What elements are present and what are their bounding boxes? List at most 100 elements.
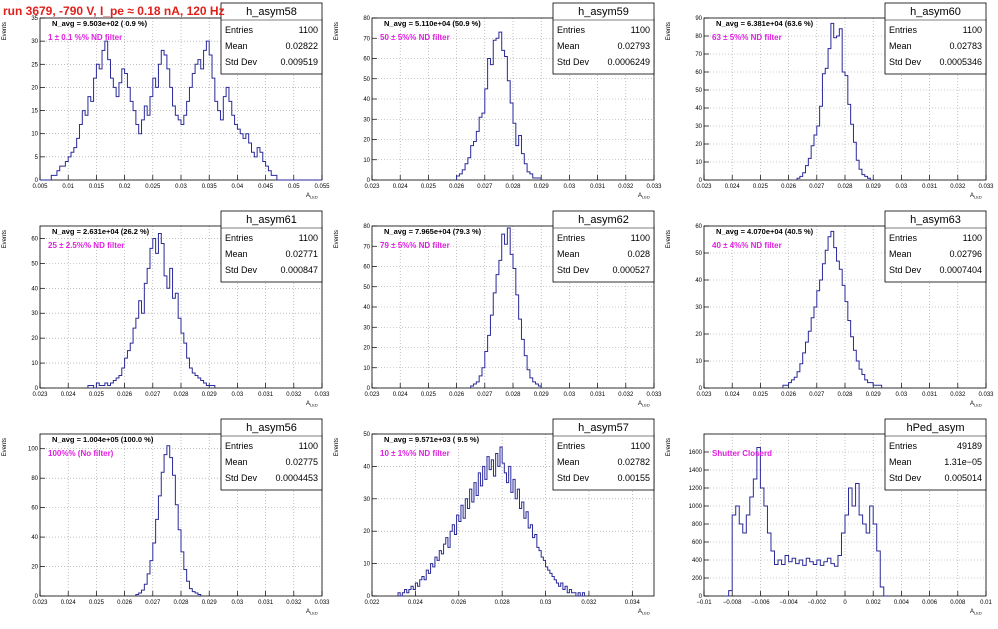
x-tick-label: 0 — [843, 600, 847, 606]
y-tick-label: 0 — [35, 178, 39, 184]
x-tick-label: 0.031 — [922, 184, 938, 190]
x-tick-label: 0.045 — [258, 184, 274, 190]
stats-box — [884, 418, 987, 491]
x-tick-label: 0.031 — [590, 184, 606, 190]
stat-value: 0.02796 — [949, 249, 982, 259]
y-tick-label: 20 — [31, 85, 38, 91]
stat-value: 1100 — [963, 233, 982, 243]
x-tick-label: 0.027 — [809, 392, 825, 398]
x-axis-label: ALED — [638, 401, 650, 408]
x-tick-label: 0.023 — [696, 392, 712, 398]
x-tick-label: 0.03 — [232, 392, 244, 398]
y-tick-label: 40 — [31, 286, 38, 292]
stat-value: 0.000527 — [612, 265, 650, 275]
stats-box — [552, 418, 655, 491]
x-tick-label: 0.005 — [32, 184, 48, 190]
x-tick-label: 0.032 — [286, 392, 302, 398]
histogram-line — [87, 232, 216, 389]
stat-value: 0.000847 — [280, 265, 318, 275]
x-tick-label: 0.027 — [477, 392, 493, 398]
canvas-title: run 3679, -790 V, I_pe ≈ 0.18 nA, 120 Hz — [3, 4, 225, 18]
stat-label: Std Dev — [889, 57, 922, 67]
navg-text: N_avg = 5.110e+04 (50.9 %) — [384, 19, 481, 28]
y-tick-label: 80 — [363, 16, 370, 22]
histogram-panel-h_asym56: 0.023 0.024 0.025 0.026 0.027 0.028 0.029 0.03 0… — [0, 416, 332, 624]
x-tick-label: 0.032 — [286, 600, 302, 606]
x-tick-label: 0.04 — [232, 184, 244, 190]
x-tick-label: 0.025 — [145, 184, 161, 190]
y-tick-label: 30 — [695, 305, 702, 311]
stats-box — [552, 2, 655, 75]
x-tick-label: 0.033 — [646, 392, 662, 398]
y-tick-label: 20 — [363, 138, 370, 144]
y-tick-label: 20 — [695, 332, 702, 338]
histogram-name: h_asym58 — [246, 6, 297, 18]
y-tick-label: 10 — [31, 361, 38, 367]
navg-text: N_avg = 2.631e+04 (26.2 %) — [52, 227, 150, 236]
histogram-svg: 0.023 0.024 0.025 0.026 0.027 0.028 0.029 0.03 0… — [2, 210, 330, 408]
stat-value: 1100 — [631, 25, 650, 35]
x-tick-label: 0.055 — [314, 184, 330, 190]
y-tick-label: 600 — [692, 540, 703, 546]
y-tick-label: 40 — [363, 305, 370, 311]
x-axis-label: ALED — [306, 401, 318, 408]
y-tick-label: 60 — [695, 70, 702, 76]
stats-box — [220, 2, 323, 75]
x-tick-label: 0.008 — [950, 600, 966, 606]
x-tick-label: 0.025 — [421, 184, 437, 190]
x-tick-label: 0.026 — [117, 392, 133, 398]
x-tick-label: 0.03 — [564, 392, 576, 398]
y-axis-label: Events — [2, 438, 8, 456]
histogram-line — [725, 447, 888, 597]
stat-value: 1.31e−05 — [944, 457, 982, 467]
x-tick-label: 0.028 — [505, 184, 521, 190]
stat-value: 0.0007404 — [939, 265, 982, 275]
y-tick-label: 800 — [692, 522, 703, 528]
x-tick-label: 0.031 — [258, 392, 274, 398]
x-tick-label: 0.023 — [32, 392, 48, 398]
stat-value: 0.00155 — [617, 473, 650, 483]
x-tick-label: 0.026 — [781, 184, 797, 190]
stat-value: 1100 — [631, 441, 650, 451]
y-tick-label: 30 — [363, 325, 370, 331]
navg-text: N_avg = 9.571e+03 ( 9.5 %) — [384, 435, 480, 444]
histogram-line — [456, 31, 542, 180]
filter-annotation: 100%% (No filter) — [48, 449, 114, 458]
x-tick-label: 0.03 — [540, 600, 552, 606]
x-axis-label-sub: LED — [642, 195, 650, 200]
stat-value: 1100 — [963, 25, 982, 35]
y-tick-label: 50 — [695, 88, 702, 94]
stat-label: Std Dev — [557, 473, 590, 483]
x-tick-label: −0.002 — [808, 600, 827, 606]
x-tick-label: 0.031 — [590, 392, 606, 398]
y-tick-label: 70 — [363, 244, 370, 250]
stat-value: 0.02771 — [285, 249, 318, 259]
stats-box — [220, 418, 323, 491]
stat-value: 49189 — [957, 441, 982, 451]
x-tick-label: 0.027 — [477, 184, 493, 190]
stat-label: Std Dev — [225, 57, 258, 67]
x-tick-label: 0.029 — [534, 392, 550, 398]
stat-label: Mean — [225, 457, 248, 467]
stat-label: Mean — [889, 249, 912, 259]
x-tick-label: 0.027 — [145, 600, 161, 606]
y-tick-label: 1400 — [689, 468, 703, 474]
x-tick-label: 0.033 — [314, 392, 330, 398]
x-axis-label: ALED — [638, 609, 650, 616]
stat-label: Std Dev — [225, 265, 258, 275]
filter-annotation: 1 ± 0.1 %% ND filter — [48, 33, 122, 42]
y-tick-label: 10 — [695, 359, 702, 365]
histogram-svg: 0.023 0.024 0.025 0.026 0.027 0.028 0.029 0.03 0… — [2, 418, 330, 616]
x-tick-label: 0.02 — [119, 184, 131, 190]
x-tick-label: 0.023 — [364, 184, 380, 190]
y-tick-label: 20 — [31, 565, 38, 571]
y-tick-label: 20 — [31, 336, 38, 342]
x-tick-label: 0.002 — [866, 600, 882, 606]
x-tick-label: 0.029 — [866, 184, 882, 190]
x-axis-label: ALED — [970, 193, 982, 200]
y-axis-label: Events — [666, 22, 672, 40]
filter-annotation: 50 ± 5%% ND filter — [380, 33, 450, 42]
x-tick-label: 0.024 — [393, 184, 409, 190]
stat-value: 0.028 — [627, 249, 650, 259]
stat-value: 1100 — [299, 25, 318, 35]
